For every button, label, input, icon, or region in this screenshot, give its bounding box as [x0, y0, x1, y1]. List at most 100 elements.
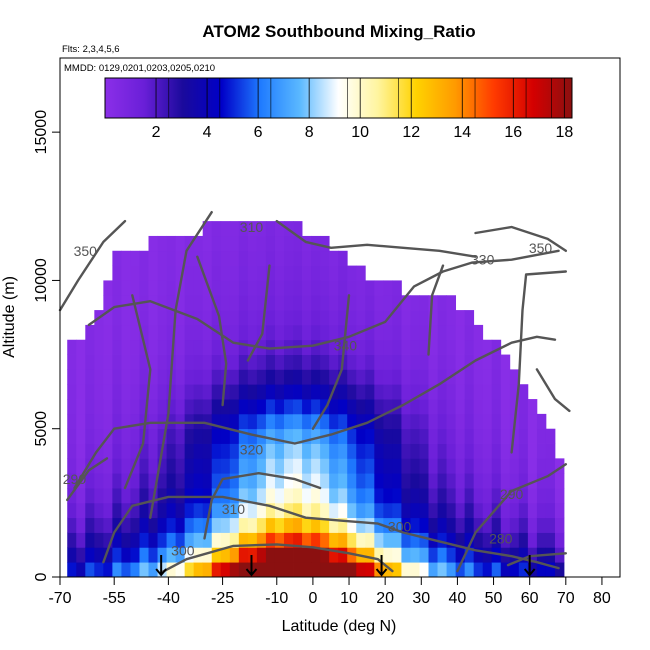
heatmap-cell [446, 502, 457, 519]
heatmap-cell [175, 310, 186, 326]
heatmap-cell [491, 369, 502, 385]
colorbar-tick-label: 14 [453, 124, 471, 141]
heatmap-cell [247, 265, 258, 281]
heatmap-cell [265, 235, 276, 252]
heatmap-cell [410, 547, 420, 563]
heatmap-cell [238, 384, 249, 400]
heatmap-cell [428, 428, 438, 444]
colorbar: 2 4 6 8 10 12 14 16 18 [104, 77, 573, 141]
heatmap-cell [284, 413, 294, 430]
heatmap-cell [274, 517, 285, 533]
heatmap-cell [491, 502, 502, 519]
heatmap-cell [247, 384, 258, 400]
contour-label: 350 [529, 240, 553, 256]
heatmap-cell [527, 428, 538, 444]
heatmap-cell [211, 369, 222, 385]
x-tick-label: 50 [485, 590, 503, 607]
surface-arrow [245, 555, 258, 577]
heatmap-cell [184, 443, 195, 459]
contour-line [102, 495, 560, 570]
heatmap-cell [428, 295, 438, 311]
heatmap-cell [482, 532, 493, 548]
heatmap-cell [455, 428, 466, 444]
heatmap-cell [473, 428, 484, 444]
heatmap-cell [211, 280, 222, 296]
heatmap-cell [103, 458, 113, 474]
heatmap-cell [464, 354, 475, 370]
heatmap-cell [302, 384, 312, 400]
colorbar-tick-label: 6 [254, 124, 263, 141]
heatmap-cell [491, 517, 502, 533]
heatmap-cell [446, 562, 457, 578]
heatmap-cell [284, 354, 294, 370]
heatmap-cell [112, 310, 122, 326]
heatmap-cell [437, 562, 447, 578]
heatmap-cell [175, 413, 186, 430]
heatmap-cell [338, 265, 348, 281]
heatmap-cell [211, 502, 222, 519]
heatmap-cell [85, 339, 95, 355]
heatmap-cell [274, 235, 285, 252]
heatmap-cell [67, 369, 77, 385]
heatmap-cell [455, 532, 466, 548]
heatmap-cell [338, 250, 348, 266]
heatmap-cell [85, 532, 95, 548]
heatmap-cell [265, 547, 276, 563]
heatmap-cell [256, 399, 267, 415]
heatmap-cell [175, 488, 186, 504]
heatmap-cell [464, 384, 475, 400]
heatmap-cell [94, 502, 104, 519]
heatmap-cell [193, 413, 204, 430]
heatmap-cell [256, 547, 267, 563]
heatmap-cell [491, 547, 502, 563]
heatmap-cell [229, 310, 240, 326]
heatmap-cell [184, 399, 195, 415]
heatmap-cell [401, 532, 411, 548]
heatmap-cell [175, 458, 186, 474]
heatmap-cell [247, 488, 258, 504]
heatmap-cell [428, 488, 438, 504]
heatmap-cell [392, 562, 402, 578]
heatmap-cell [293, 369, 303, 385]
heatmap-cell [76, 458, 86, 474]
heatmap-cell [94, 324, 104, 341]
heatmap-cell [455, 488, 466, 504]
heatmap-cell [446, 473, 457, 489]
heatmap-cell [139, 458, 149, 474]
heatmap-cell [175, 532, 186, 548]
heatmap-cell [545, 473, 556, 489]
heatmap-cell [509, 399, 520, 415]
heatmap-cell [509, 562, 520, 578]
heatmap-cell [157, 384, 167, 400]
heatmap-cell [139, 324, 149, 341]
heatmap-cell [536, 517, 547, 533]
heatmap-cell [265, 562, 276, 578]
heatmap-cell [473, 354, 484, 370]
heatmap-cell [464, 369, 475, 385]
heatmap-cell [509, 473, 520, 489]
heatmap-cell [274, 443, 285, 459]
heatmap-cell [473, 517, 484, 533]
heatmap-cell [554, 488, 565, 504]
heatmap-cell [392, 488, 402, 504]
heatmap-cell [67, 399, 77, 415]
heatmap-cell [229, 547, 240, 563]
heatmap-cell [473, 458, 484, 474]
heatmap-cell [446, 384, 457, 400]
heatmap-cell [302, 235, 312, 252]
heatmap-cell [202, 547, 213, 563]
heatmap-cell [211, 443, 222, 459]
heatmap-cell [311, 295, 321, 311]
heatmap-cell [482, 369, 493, 385]
heatmap-cell [94, 384, 104, 400]
heatmap-cell [229, 265, 240, 281]
heatmap-cell [139, 399, 149, 415]
heatmap-cell [67, 413, 77, 430]
heatmap-cell [455, 517, 466, 533]
heatmap-cell [202, 502, 213, 519]
heatmap-cell [148, 265, 158, 281]
heatmap-cell [338, 324, 348, 341]
heatmap-cell [302, 562, 312, 578]
heatmap-cell [193, 369, 204, 385]
heatmap-cell [365, 399, 375, 415]
